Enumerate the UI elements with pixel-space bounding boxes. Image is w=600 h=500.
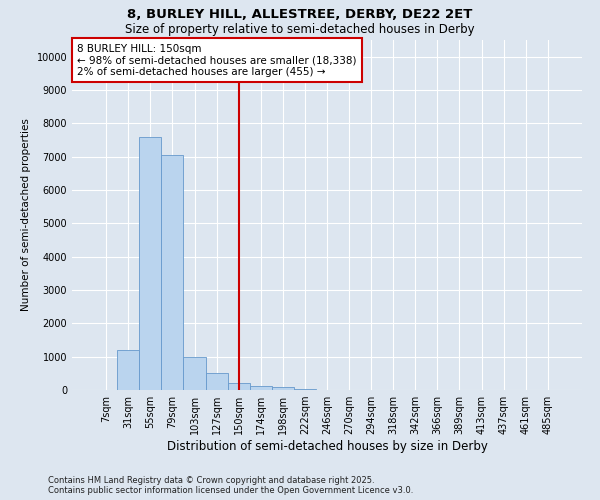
Bar (294, 389, 316, 390)
Text: 8, BURLEY HILL, ALLESTREE, DERBY, DE22 2ET: 8, BURLEY HILL, ALLESTREE, DERBY, DE22 2… (127, 8, 473, 20)
Bar (250, 386, 272, 390)
Bar (117, 350, 139, 390)
Bar (184, 356, 206, 390)
Bar (206, 374, 227, 390)
Bar (227, 384, 250, 390)
Y-axis label: Number of semi-detached properties: Number of semi-detached properties (21, 118, 31, 312)
Bar (272, 388, 294, 390)
Text: Size of property relative to semi-detached houses in Derby: Size of property relative to semi-detach… (125, 22, 475, 36)
Text: Contains HM Land Registry data © Crown copyright and database right 2025.
Contai: Contains HM Land Registry data © Crown c… (48, 476, 413, 495)
X-axis label: Distribution of semi-detached houses by size in Derby: Distribution of semi-detached houses by … (167, 440, 487, 453)
Bar (139, 136, 161, 390)
Bar (161, 155, 184, 390)
Text: 8 BURLEY HILL: 150sqm
← 98% of semi-detached houses are smaller (18,338)
2% of s: 8 BURLEY HILL: 150sqm ← 98% of semi-deta… (77, 44, 356, 76)
